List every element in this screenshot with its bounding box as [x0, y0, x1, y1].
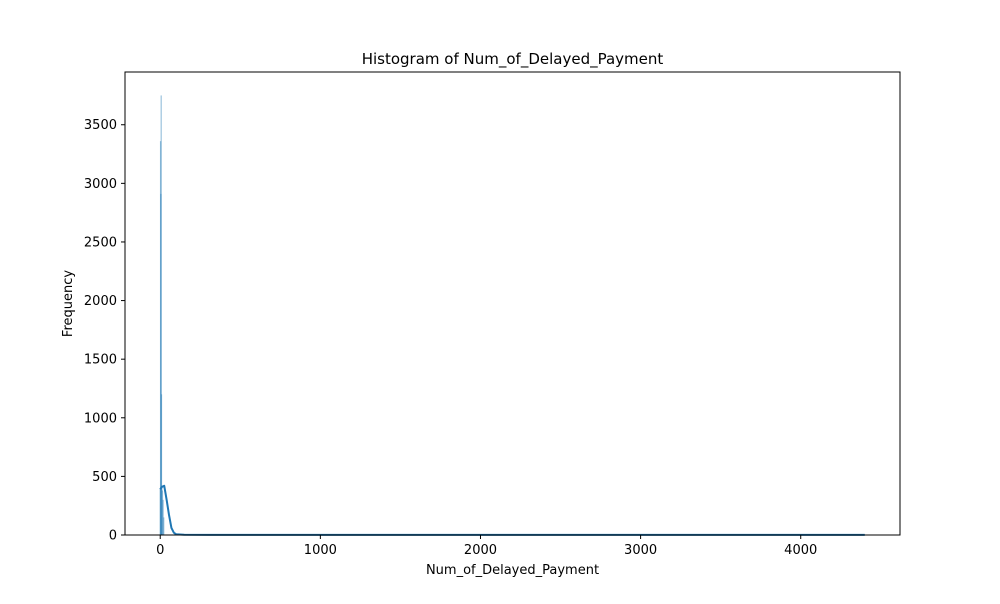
y-axis-label: Frequency	[61, 270, 76, 337]
y-axis-ticks: 0 500 1000 1500 2000 2500 3000 3500	[84, 118, 125, 544]
plot-frame	[124, 71, 901, 536]
y-tick-label: 0	[109, 529, 117, 544]
histogram-bar	[160, 95, 162, 535]
x-axis-ticks: 0 1000 2000 3000 4000	[156, 535, 817, 558]
histogram-bar	[159, 488, 161, 535]
y-tick-label: 3500	[84, 118, 117, 133]
chart-title: Histogram of Num_of_Delayed_Payment	[362, 50, 664, 69]
y-tick-label: 3000	[84, 177, 117, 192]
kde-line	[159, 484, 865, 536]
histogram-bar	[160, 394, 163, 535]
histogram-bar	[160, 193, 162, 535]
y-tick-label: 2000	[84, 294, 117, 309]
histogram-bar	[163, 517, 165, 535]
x-tick-label: 3000	[624, 543, 657, 558]
histogram-bar	[161, 485, 163, 535]
x-tick-label: 0	[156, 543, 164, 558]
x-tick-label: 1000	[304, 543, 337, 558]
kde-layer	[159, 484, 865, 536]
y-tick-label: 1500	[84, 353, 117, 368]
bars-layer	[159, 95, 165, 535]
x-axis-label: Num_of_Delayed_Payment	[426, 563, 599, 578]
x-tick-label: 2000	[464, 543, 497, 558]
x-tick-label: 4000	[784, 543, 817, 558]
y-tick-label: 1000	[84, 411, 117, 426]
y-tick-label: 2500	[84, 235, 117, 250]
histogram-bar	[161, 490, 164, 535]
histogram-bar	[159, 141, 162, 535]
histogram-bar	[162, 499, 164, 535]
y-tick-label: 500	[92, 470, 117, 485]
